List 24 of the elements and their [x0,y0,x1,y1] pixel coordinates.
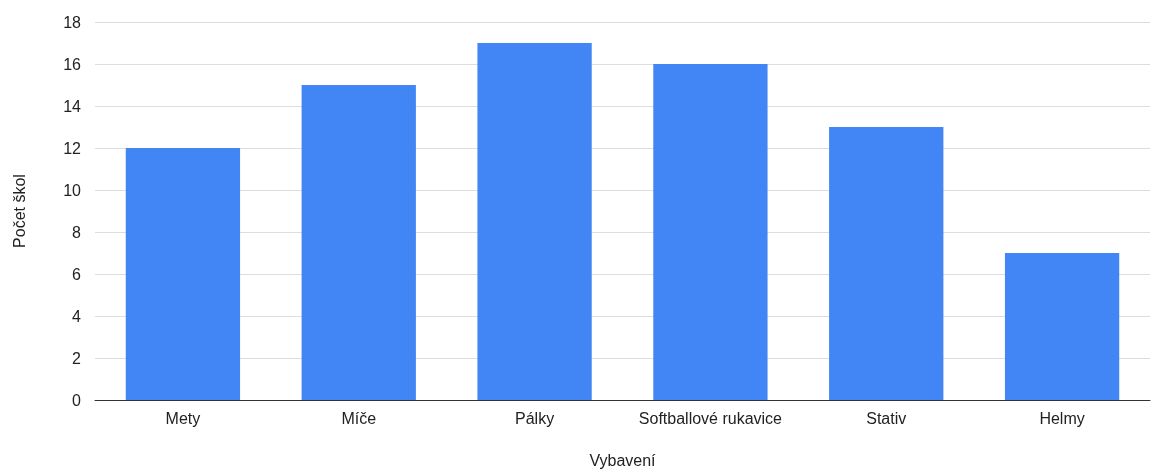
y-axis-title: Počet škol [10,174,28,248]
y-tick-label: 0 [72,391,82,409]
x-tick-label: Softballové rukavice [638,409,783,427]
y-tick-label: 8 [72,223,82,241]
x-tick-label: Pálky [515,409,555,427]
bar [653,64,768,400]
x-tick-label: Stativ [866,409,907,427]
y-tick-label: 2 [72,349,82,367]
y-tick-label: 10 [63,181,82,199]
x-tick-label: Míče [341,409,377,427]
bar [125,148,241,400]
bar [301,85,416,400]
y-tick-label: 4 [72,307,82,325]
x-tick-label: Mety [165,409,201,427]
bar [1004,253,1120,400]
bar [829,127,944,400]
x-axis-title: Vybavení [589,451,657,469]
bar [477,43,592,400]
x-tick-label: Helmy [1039,409,1085,427]
y-tick-label: 12 [63,139,82,157]
y-tick-label: 18 [63,13,82,31]
y-tick-label: 16 [63,55,82,73]
y-tick-label: 14 [63,97,82,115]
y-tick-label: 6 [72,265,82,283]
